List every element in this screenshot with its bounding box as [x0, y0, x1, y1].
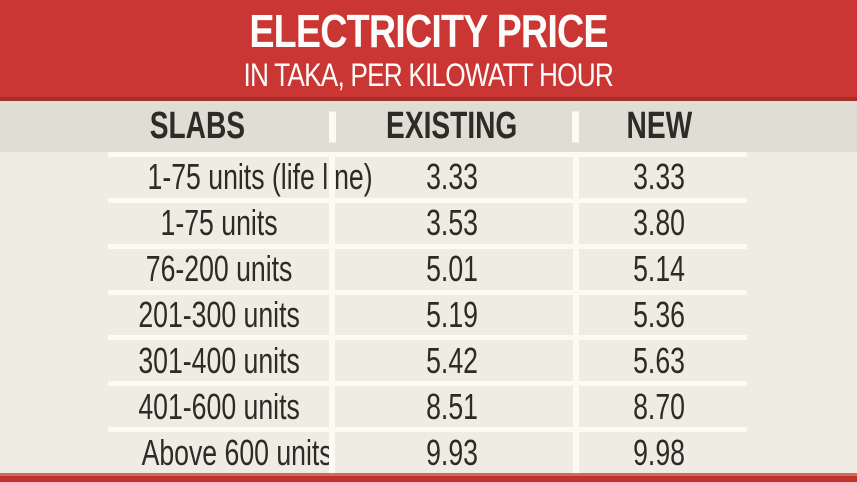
page-subtitle-text: IN TAKA, PER KILOWATT HOUR	[243, 56, 614, 93]
table-body: 1-75 units (life line) 3.33 3.33 1-75 un…	[0, 152, 857, 473]
row-divider-line	[108, 243, 747, 249]
cell-slab: Above 600 units	[141, 431, 333, 473]
row-divider-line	[108, 427, 747, 433]
row-divider	[0, 197, 857, 203]
column-header-new: NEW	[626, 105, 693, 147]
page-subtitle: IN TAKA, PER KILOWATT HOUR	[203, 56, 654, 94]
cell-new-price: 8.70	[633, 385, 686, 427]
row-divider	[0, 152, 857, 157]
row-divider-line	[108, 289, 747, 295]
cell-slab: 301-400 units	[138, 339, 300, 381]
table-row: 76-200 units 5.01 5.14	[0, 249, 857, 290]
cell-existing-price: 8.51	[426, 385, 478, 427]
column-header-slabs: SLABS	[149, 105, 245, 147]
banner: ELECTRICITY PRICE IN TAKA, PER KILOWATT …	[0, 0, 857, 101]
table-row: 401-600 units 8.51 8.70	[0, 386, 857, 427]
page-title-text: ELECTRICITY PRICE	[249, 4, 608, 57]
table-row: 1-75 units 3.53 3.80	[0, 203, 857, 244]
cell-new-price: 5.14	[633, 248, 686, 290]
table-row: Above 600 units 9.93 9.98	[0, 432, 857, 473]
cell-new-price: 9.98	[633, 431, 686, 473]
row-divider	[0, 427, 857, 433]
cell-slab: 201-300 units	[138, 294, 300, 335]
row-divider-line	[108, 381, 747, 387]
cell-slab: 1-75 units	[160, 202, 278, 244]
row-divider	[0, 381, 857, 387]
row-divider-line	[108, 197, 747, 203]
row-divider-line	[108, 335, 747, 341]
cell-slab: 401-600 units	[138, 385, 300, 427]
cell-existing-price: 3.53	[426, 202, 478, 244]
cell-new-price: 5.36	[633, 294, 686, 335]
page-title: ELECTRICITY PRICE	[210, 6, 647, 56]
cell-new-price: 5.63	[633, 339, 686, 381]
cell-new-price: 3.80	[633, 202, 686, 244]
row-divider	[0, 289, 857, 295]
table-header: SLABS EXISTING NEW	[0, 101, 857, 152]
table-row: 301-400 units 5.42 5.63	[0, 340, 857, 381]
header-divider-icon	[572, 111, 579, 142]
row-divider	[0, 243, 857, 249]
cell-existing-price: 5.19	[426, 294, 478, 335]
header-divider-icon	[329, 111, 336, 142]
bottom-bar	[0, 473, 857, 482]
column-separator-line	[329, 152, 335, 473]
cell-existing-price: 5.01	[426, 248, 478, 290]
table-row: 1-75 units (life line) 3.33 3.33	[0, 157, 857, 198]
cell-new-price: 3.33	[633, 156, 686, 198]
row-divider-line	[108, 152, 747, 157]
cell-existing-price: 5.42	[426, 339, 478, 381]
cell-slab: 1-75 units (life line)	[147, 156, 373, 198]
table-row: 201-300 units 5.19 5.36	[0, 295, 857, 336]
cell-slab: 76-200 units	[145, 248, 293, 290]
cell-existing-price: 9.93	[426, 431, 478, 473]
column-separator-line	[573, 152, 579, 473]
cell-existing-price: 3.33	[426, 156, 478, 198]
column-header-existing: EXISTING	[386, 105, 518, 147]
row-divider	[0, 335, 857, 341]
